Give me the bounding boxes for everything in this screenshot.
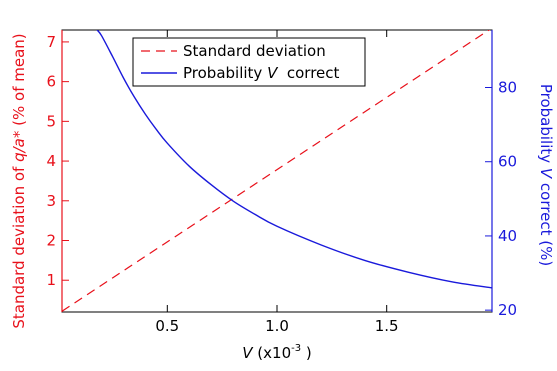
y-right-tick-label: 80	[498, 79, 517, 97]
legend-label-standard-deviation: Standard deviation	[183, 42, 326, 60]
y-right-tick-label: 20	[498, 301, 517, 319]
y-left-tick-label: 1	[46, 271, 56, 289]
y-left-tick-label: 5	[46, 112, 56, 130]
y-right-tick-label: 60	[498, 153, 517, 171]
y-left-tick-label: 6	[46, 73, 56, 91]
axes-layer: 0.5 1.0 1.5 1 2 3 4 5 6 7 20 40 60 80	[46, 30, 517, 335]
series-layer	[62, 30, 492, 312]
legend: Standard deviation Probability V correct	[132, 37, 366, 87]
legend-label-probability: Probability V correct	[183, 64, 340, 82]
y-left-axis-title: Standard deviation of q/a* (% of mean)	[10, 33, 28, 328]
x-axis-title: V (x10-3 )	[242, 343, 311, 362]
x-tick-label: 0.5	[155, 317, 179, 335]
x-tick-label: 1.0	[265, 317, 289, 335]
series-line-standard-deviation	[62, 30, 491, 312]
y-left-tick-label: 7	[46, 33, 56, 51]
y-left-tick-label: 2	[46, 232, 56, 250]
x-tick-label: 1.5	[375, 317, 399, 335]
y-left-tick-label: 3	[46, 192, 56, 210]
y-right-tick-label: 40	[498, 227, 517, 245]
legend-box	[132, 37, 366, 87]
y-left-tick-label: 4	[46, 152, 56, 170]
y-right-axis-title: Probability V correct (%)	[537, 84, 555, 266]
series-line-probability-v-correct	[96, 30, 492, 289]
